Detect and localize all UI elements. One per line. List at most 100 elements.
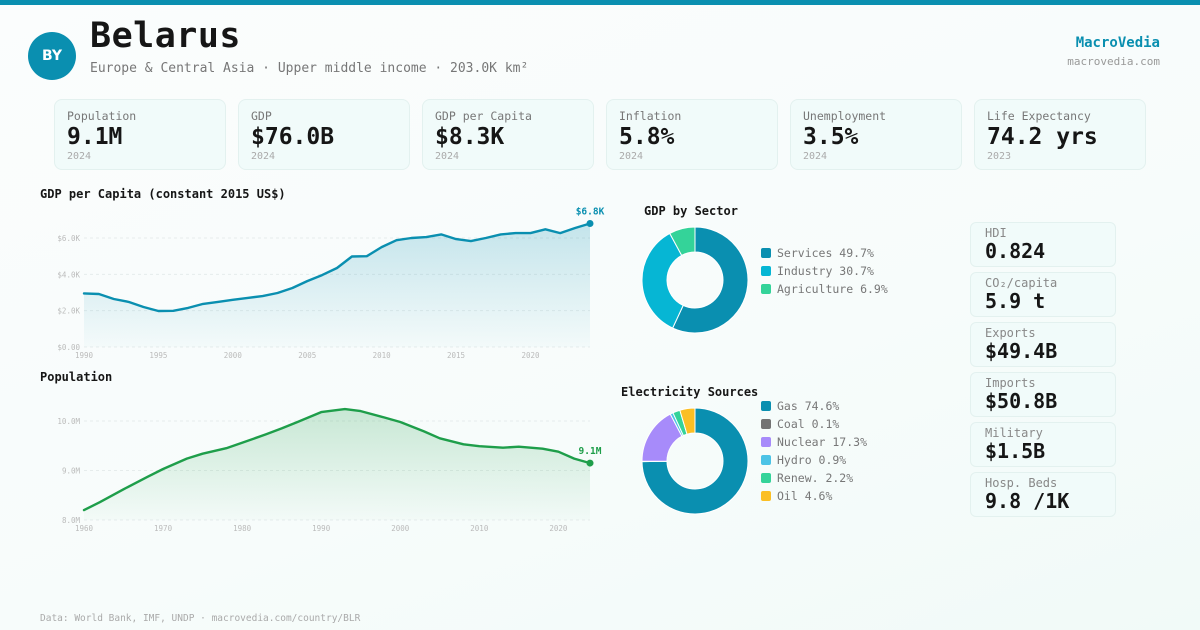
end-value-label: 9.1M bbox=[579, 446, 602, 457]
kpi-label: Population bbox=[67, 109, 137, 123]
x-tick-label: 2005 bbox=[298, 351, 316, 360]
y-tick-label: 10.0M bbox=[57, 417, 80, 426]
kpi-year: 2024 bbox=[435, 151, 460, 162]
x-tick-label: 2010 bbox=[373, 351, 392, 360]
end-point-marker bbox=[586, 459, 594, 467]
donut-slice-gas bbox=[641, 407, 749, 515]
legend-label: Hydro 0.9% bbox=[777, 453, 847, 467]
stat-value: 9.8 /1K bbox=[985, 489, 1070, 513]
kpi-card-unemployment: Unemployment 3.5% 2024 bbox=[790, 99, 962, 170]
electricity-chart-title: Electricity Sources bbox=[621, 385, 759, 399]
stat-label: Military bbox=[985, 426, 1043, 440]
stat-value: 0.824 bbox=[985, 239, 1046, 263]
legend-swatch bbox=[761, 284, 771, 294]
y-tick-label: $6.0K bbox=[57, 234, 80, 243]
legend-item-oil: Oil 4.6% bbox=[761, 487, 867, 505]
y-tick-label: $0.00 bbox=[57, 343, 80, 352]
legend-swatch bbox=[761, 401, 771, 411]
gdp-chart-title: GDP per Capita (constant 2015 US$) bbox=[40, 187, 286, 201]
country-code-badge: BY bbox=[28, 32, 76, 80]
legend-swatch bbox=[761, 266, 771, 276]
x-tick-label: 2020 bbox=[521, 351, 540, 360]
y-tick-label: $2.0K bbox=[57, 307, 80, 316]
kpi-year: 2023 bbox=[987, 151, 1012, 162]
end-point-marker bbox=[586, 219, 594, 227]
footer-source: Data: World Bank, IMF, UNDP · macrovedia… bbox=[40, 613, 361, 624]
legend-swatch bbox=[761, 437, 771, 447]
kpi-year: 2024 bbox=[67, 151, 92, 162]
x-tick-label: 1990 bbox=[75, 351, 94, 360]
population-chart-title: Population bbox=[40, 370, 113, 384]
stat-value: $50.8B bbox=[985, 389, 1058, 413]
stat-label: Exports bbox=[985, 326, 1036, 340]
kpi-value: 9.1M bbox=[67, 124, 123, 150]
sector-chart-title: GDP by Sector bbox=[644, 204, 738, 218]
y-tick-label: 9.0M bbox=[62, 467, 81, 476]
legend-swatch bbox=[761, 419, 771, 429]
stat-value: $1.5B bbox=[985, 439, 1046, 463]
kpi-label: Inflation bbox=[619, 109, 682, 123]
legend-swatch bbox=[761, 455, 771, 465]
stat-label: Hosp. Beds bbox=[985, 476, 1058, 490]
country-subtitle: Europe & Central Asia · Upper middle inc… bbox=[90, 61, 529, 76]
legend-item-renewables: Renew. 2.2% bbox=[761, 469, 867, 487]
legend-label: Services 49.7% bbox=[777, 246, 874, 260]
y-tick-label: 8.0M bbox=[62, 516, 81, 525]
donut-slice-industry bbox=[641, 232, 684, 329]
kpi-label: Life Expectancy bbox=[987, 109, 1091, 123]
legend-swatch bbox=[761, 248, 771, 258]
kpi-value: $76.0B bbox=[251, 124, 335, 150]
kpi-value: 74.2 yrs bbox=[987, 124, 1098, 150]
x-tick-label: 2020 bbox=[549, 524, 568, 533]
legend-item-gas: Gas 74.6% bbox=[761, 397, 867, 415]
kpi-value: $8.3K bbox=[435, 124, 505, 150]
kpi-label: GDP bbox=[251, 109, 272, 123]
x-tick-label: 2010 bbox=[470, 524, 489, 533]
gdp-per-capita-chart: $0.00 $2.0K $4.0K $6.0K 1990 1995 2000 2005 2010… bbox=[57, 206, 604, 360]
kpi-card-gdp-per-capita: GDP per Capita $8.3K 2024 bbox=[422, 99, 594, 170]
legend-label: Industry 30.7% bbox=[777, 264, 874, 278]
kpi-value: 3.5% bbox=[803, 124, 859, 150]
side-stats: HDI 0.824 CO₂/capita 5.9 t Exports $49.4… bbox=[970, 222, 1116, 517]
kpi-row: Population 9.1M 2024 GDP $76.0B 2024 GDP… bbox=[54, 99, 1146, 170]
kpi-card-inflation: Inflation 5.8% 2024 bbox=[606, 99, 778, 170]
gdp-by-sector-donut bbox=[641, 226, 749, 334]
kpi-value: 5.8% bbox=[619, 124, 675, 150]
brand-logo[interactable]: MacroVedia bbox=[1075, 35, 1160, 51]
y-tick-label: $4.0K bbox=[57, 270, 80, 279]
kpi-label: Unemployment bbox=[803, 109, 887, 123]
kpi-card-gdp: GDP $76.0B 2024 bbox=[238, 99, 410, 170]
stat-label: Imports bbox=[985, 376, 1036, 390]
x-tick-label: 2000 bbox=[391, 524, 410, 533]
x-tick-label: 1960 bbox=[75, 524, 94, 533]
legend-label: Coal 0.1% bbox=[777, 417, 840, 431]
stat-card-imports: Imports $50.8B bbox=[970, 372, 1116, 417]
x-tick-label: 2015 bbox=[447, 351, 465, 360]
donut-slice-oil bbox=[679, 407, 696, 435]
donut-slice-services bbox=[671, 226, 749, 334]
series-line bbox=[82, 407, 592, 512]
x-tick-label: 1990 bbox=[312, 524, 331, 533]
brand-url[interactable]: macrovedia.com bbox=[1067, 55, 1160, 68]
x-tick-label: 2000 bbox=[224, 351, 243, 360]
legend-item-coal: Coal 0.1% bbox=[761, 415, 867, 433]
legend-label: Oil 4.6% bbox=[777, 489, 833, 503]
legend-label: Renew. 2.2% bbox=[777, 471, 854, 485]
legend-label: Nuclear 17.3% bbox=[777, 435, 868, 449]
stat-card-co2: CO₂/capita 5.9 t bbox=[970, 272, 1116, 317]
kpi-year: 2024 bbox=[251, 151, 276, 162]
legend-label: Gas 74.6% bbox=[777, 399, 840, 413]
page-title: Belarus bbox=[90, 16, 242, 56]
legend-item-agriculture: Agriculture 6.9% bbox=[761, 280, 888, 298]
x-tick-label: 1995 bbox=[149, 351, 167, 360]
kpi-year: 2024 bbox=[803, 151, 828, 162]
kpi-card-life-expectancy: Life Expectancy 74.2 yrs 2023 bbox=[974, 99, 1146, 170]
stat-card-hdi: HDI 0.824 bbox=[970, 222, 1116, 267]
sector-legend: Services 49.7% Industry 30.7% Agricultur… bbox=[761, 244, 888, 298]
legend-item-nuclear: Nuclear 17.3% bbox=[761, 433, 867, 451]
kpi-year: 2024 bbox=[619, 151, 644, 162]
stat-card-exports: Exports $49.4B bbox=[970, 322, 1116, 367]
legend-item-hydro: Hydro 0.9% bbox=[761, 451, 867, 469]
x-tick-label: 1970 bbox=[154, 524, 173, 533]
stat-value: 5.9 t bbox=[985, 289, 1046, 313]
